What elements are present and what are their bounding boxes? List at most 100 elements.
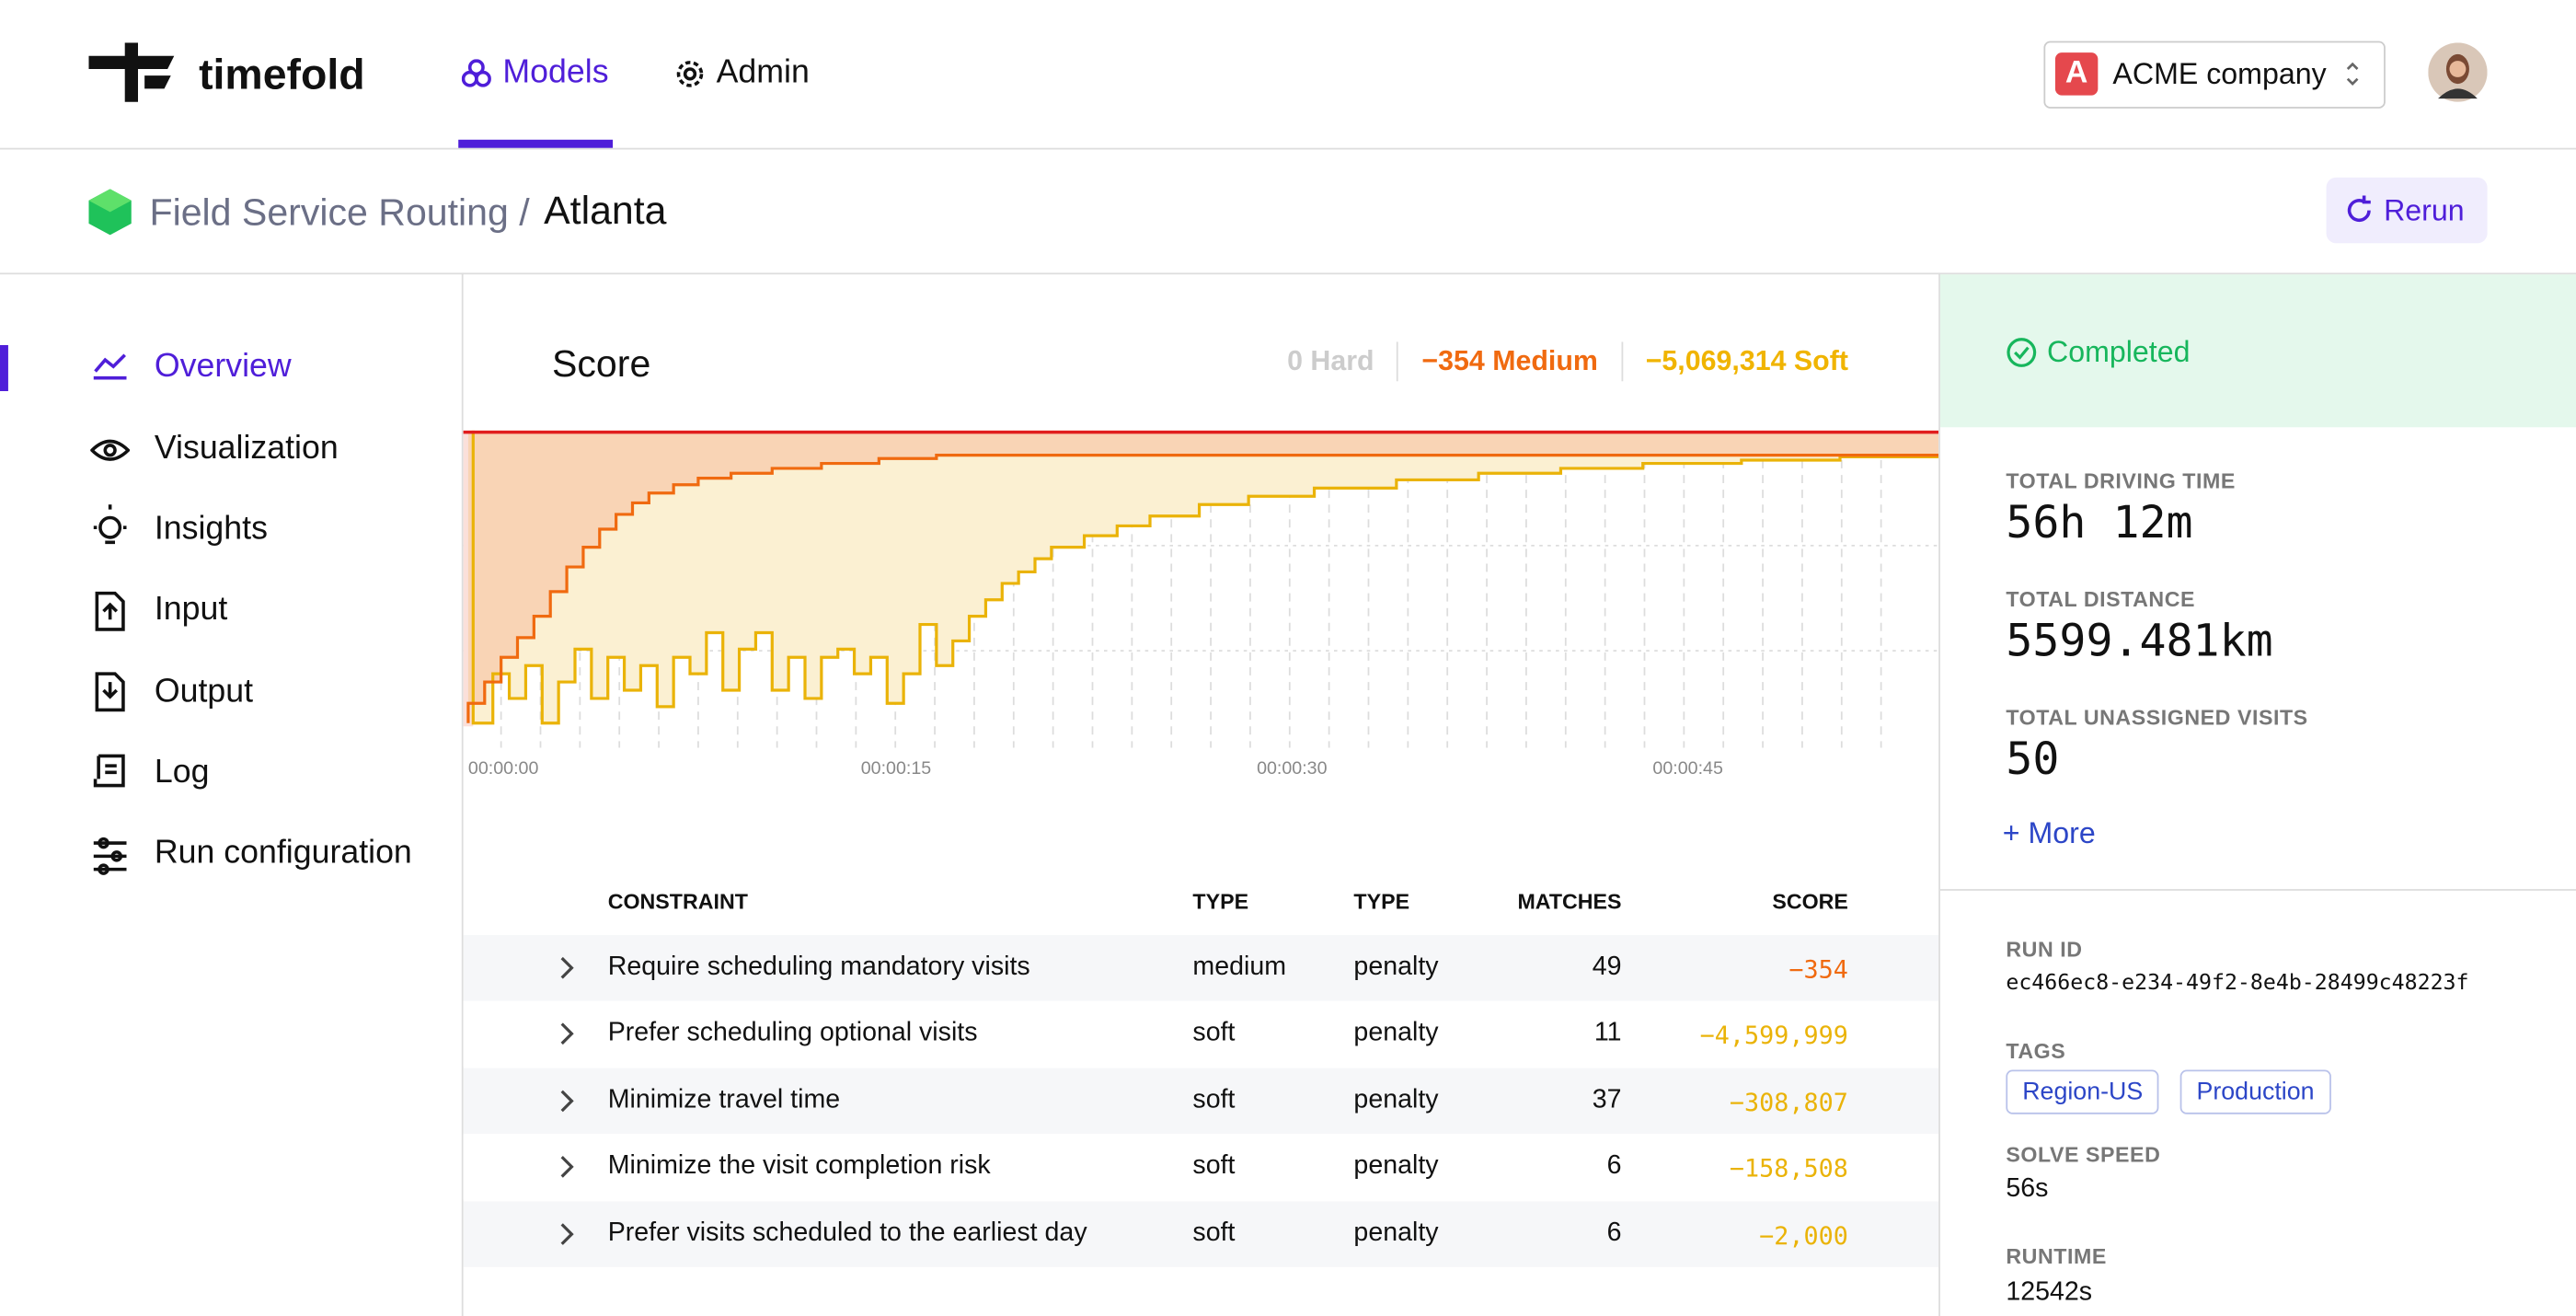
matches: 49 (1592, 952, 1622, 982)
tab-underline (458, 139, 614, 148)
brand[interactable]: timefold (199, 49, 365, 99)
constraint-name: Prefer visits scheduled to the earliest … (607, 1218, 1087, 1247)
divider (1938, 272, 1940, 1316)
admin-icon (676, 61, 704, 87)
score-chart (463, 430, 1939, 748)
table-row[interactable] (463, 1200, 1939, 1267)
constraint-type: penalty (1353, 952, 1439, 982)
top-bar (0, 0, 2576, 150)
constraint-type: penalty (1353, 1218, 1439, 1247)
chevron-icon (560, 1156, 574, 1179)
chevron-icon (560, 1023, 574, 1045)
table-row[interactable] (463, 1001, 1939, 1068)
constraint-type: penalty (1353, 1019, 1439, 1048)
row-chevron[interactable] (558, 1220, 575, 1247)
time-label: 00:00:45 (1652, 758, 1723, 779)
chevron-icon (560, 1090, 574, 1112)
active-indicator (0, 344, 8, 391)
company-select[interactable] (2043, 40, 2386, 109)
row-chevron[interactable] (558, 1088, 575, 1114)
sidebar-item[interactable]: Overview (154, 348, 292, 385)
score-title: Score (551, 341, 651, 385)
status-banner (1939, 274, 2576, 428)
chevron-icon (560, 956, 574, 979)
nav-tab[interactable]: Admin (716, 53, 810, 91)
table-row[interactable] (463, 1068, 1939, 1134)
status: Completed (2046, 335, 2191, 368)
constraint-score: −4,599,999 (1699, 1021, 1848, 1051)
table-row[interactable] (463, 1134, 1939, 1200)
column-header: CONSTRAINT (607, 889, 748, 914)
constraint-name: Minimize the visit completion risk (607, 1152, 991, 1181)
row-chevron[interactable] (558, 1154, 575, 1181)
company-badge: A (2054, 52, 2099, 96)
models-icon (461, 59, 491, 87)
breadcrumb-parent[interactable]: Field Service Routing / (149, 190, 530, 234)
sidebar-item[interactable]: Insights (154, 511, 268, 548)
detail-label: RUNTIME (2006, 1243, 2107, 1269)
select-chevrons (2346, 62, 2359, 86)
sidebar-icons (90, 353, 131, 875)
chevron-icon (560, 1222, 574, 1245)
divider (461, 272, 464, 1316)
detail-value: 12542s (2006, 1278, 2093, 1307)
tag[interactable]: Production (2179, 1069, 2331, 1114)
breadcrumb-bar (0, 149, 2576, 275)
detail-label: RUN ID (2006, 936, 2083, 962)
time-label: 00:00:30 (1257, 758, 1328, 779)
sidebar-item[interactable]: Log (154, 754, 210, 791)
sidebar-item[interactable]: Run configuration (154, 835, 412, 872)
stat-label: TOTAL DRIVING TIME (2006, 468, 2236, 493)
detail-label: SOLVE SPEED (2006, 1142, 2161, 1167)
row-chevron[interactable] (558, 1022, 575, 1048)
time-label: 00:00:15 (860, 758, 932, 779)
detail-value: 56s (2006, 1174, 2049, 1204)
rerun-label[interactable]: Rerun (2384, 193, 2465, 227)
rerun-button[interactable] (2326, 177, 2488, 244)
stat-label: TOTAL UNASSIGNED VISITS (2006, 705, 2308, 730)
sidebar-item[interactable]: Visualization (154, 430, 339, 468)
constraint-score: −158,508 (1729, 1153, 1848, 1184)
nav-tab[interactable]: Models (502, 53, 609, 91)
table-row[interactable] (463, 935, 1939, 1001)
stat-value: 50 (2006, 734, 2060, 786)
constraint-level: medium (1192, 952, 1287, 982)
sidebar-item[interactable]: Input (154, 591, 228, 629)
separator (1620, 341, 1623, 382)
constraint-name: Prefer scheduling optional visits (607, 1019, 978, 1048)
column-header: MATCHES (1517, 889, 1622, 914)
score-summary: 0 Hard −354 Medium −5,069,314 Soft (1287, 341, 1848, 382)
constraint-level: soft (1192, 1152, 1236, 1181)
logo (88, 42, 175, 102)
constraint-score: −308,807 (1729, 1087, 1848, 1117)
stat-value: 56h 12m (2006, 498, 2193, 549)
constraint-score: −354 (1788, 954, 1848, 985)
tag[interactable]: Region-US (2006, 1069, 2160, 1114)
matches: 11 (1593, 1019, 1622, 1048)
matches: 6 (1606, 1152, 1622, 1181)
rerun-icon (2347, 195, 2371, 223)
stat-value: 5599.481km (2006, 616, 2273, 667)
column-header: SCORE (1772, 889, 1848, 914)
divider (1939, 889, 2576, 891)
stat-label: TOTAL DISTANCE (2006, 586, 2196, 612)
soft-score: −5,069,314 Soft (1645, 344, 1848, 376)
row-chevron[interactable] (558, 954, 575, 981)
time-label: 00:00:00 (467, 758, 539, 779)
avatar[interactable] (2428, 42, 2488, 102)
status-icon (2007, 338, 2037, 367)
constraint-type: penalty (1353, 1085, 1439, 1114)
constraint-level: soft (1192, 1085, 1236, 1114)
constraint-level: soft (1192, 1019, 1236, 1048)
constraint-name: Require scheduling mandatory visits (607, 952, 1030, 982)
medium-score: −354 Medium (1421, 344, 1598, 376)
constraint-type: penalty (1353, 1152, 1439, 1181)
company-name: ACME company (2112, 57, 2327, 91)
hard-score: 0 Hard (1287, 344, 1374, 376)
constraint-name: Minimize travel time (607, 1085, 841, 1114)
detail-label: TAGS (2006, 1038, 2066, 1064)
matches: 6 (1606, 1218, 1622, 1247)
more-link[interactable]: + More (2002, 816, 2096, 850)
sidebar-item[interactable]: Output (154, 674, 254, 710)
